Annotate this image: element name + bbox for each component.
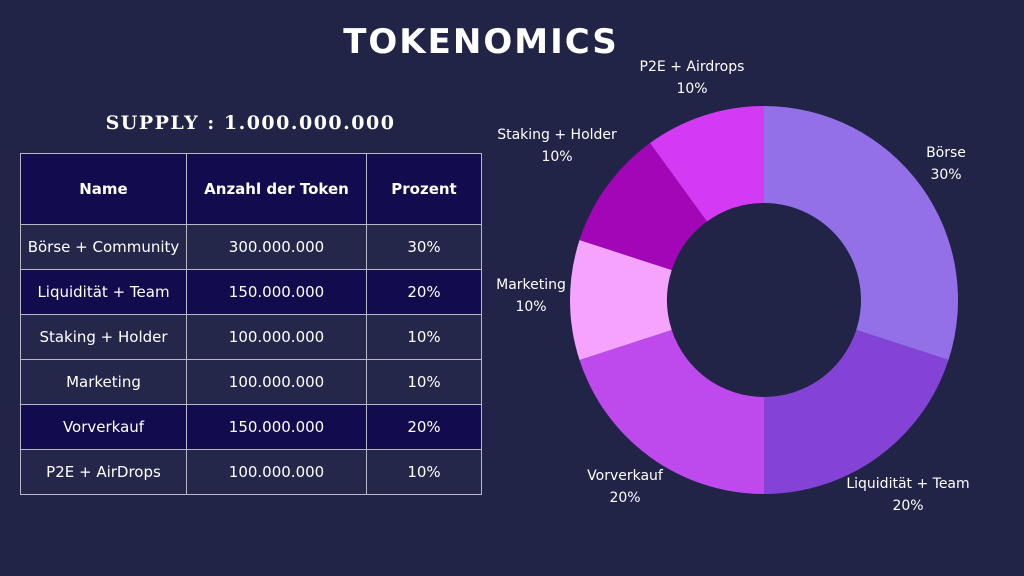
slice-label-vorverkauf: Vorverkauf <box>587 468 664 484</box>
header-percent: Prozent <box>366 153 482 225</box>
slice-label-liquidit-t-team: Liquidität + Team <box>846 476 969 492</box>
table-row: Börse + Community 300.000.000 30% <box>20 224 482 270</box>
cell-name: P2E + AirDrops <box>20 449 187 495</box>
table-row: P2E + AirDrops 100.000.000 10% <box>20 449 482 495</box>
cell-token-count: 300.000.000 <box>186 224 367 270</box>
cell-token-count: 100.000.000 <box>186 449 367 495</box>
slice-value-staking-holder: 10% <box>541 149 572 165</box>
slice-liquidit-t-team <box>764 329 949 494</box>
cell-name: Börse + Community <box>20 224 187 270</box>
cell-percent: 10% <box>366 359 482 405</box>
cell-name: Marketing <box>20 359 187 405</box>
cell-percent: 10% <box>366 449 482 495</box>
cell-token-count: 150.000.000 <box>186 404 367 450</box>
slice-label-marketing: Marketing <box>496 277 566 293</box>
page-title: TOKENOMICS <box>343 22 619 62</box>
slice-value-marketing: 10% <box>515 299 546 315</box>
cell-token-count: 100.000.000 <box>186 314 367 360</box>
slice-b-rse <box>764 106 958 360</box>
slice-label-b-rse: Börse <box>926 145 966 161</box>
cell-percent: 20% <box>366 269 482 315</box>
slice-label-staking-holder: Staking + Holder <box>497 127 617 143</box>
table-row: Liquidität + Team 150.000.000 20% <box>20 269 482 315</box>
slice-staking-holder <box>579 143 707 271</box>
supply-heading: SUPPLY : 1.000.000.000 <box>105 112 396 134</box>
table-row: Marketing 100.000.000 10% <box>20 359 482 405</box>
slice-value-p2e-airdrops: 10% <box>676 81 707 97</box>
cell-token-count: 100.000.000 <box>186 359 367 405</box>
tokenomics-table: Name Anzahl der Token Prozent Börse + Co… <box>20 153 482 495</box>
cell-token-count: 150.000.000 <box>186 269 367 315</box>
table-row: Staking + Holder 100.000.000 10% <box>20 314 482 360</box>
slice-p2e-airdrops <box>649 106 764 222</box>
cell-percent: 30% <box>366 224 482 270</box>
header-name: Name <box>20 153 187 225</box>
table-header-row: Name Anzahl der Token Prozent <box>20 153 482 225</box>
slice-label-p2e-airdrops: P2E + Airdrops <box>640 59 745 75</box>
slice-value-liquidit-t-team: 20% <box>892 498 923 514</box>
cell-name: Staking + Holder <box>20 314 187 360</box>
cell-name: Liquidität + Team <box>20 269 187 315</box>
slice-vorverkauf <box>579 329 764 494</box>
slice-marketing <box>570 240 672 360</box>
slice-value-vorverkauf: 20% <box>609 490 640 506</box>
slice-value-b-rse: 30% <box>930 167 961 183</box>
cell-percent: 10% <box>366 314 482 360</box>
